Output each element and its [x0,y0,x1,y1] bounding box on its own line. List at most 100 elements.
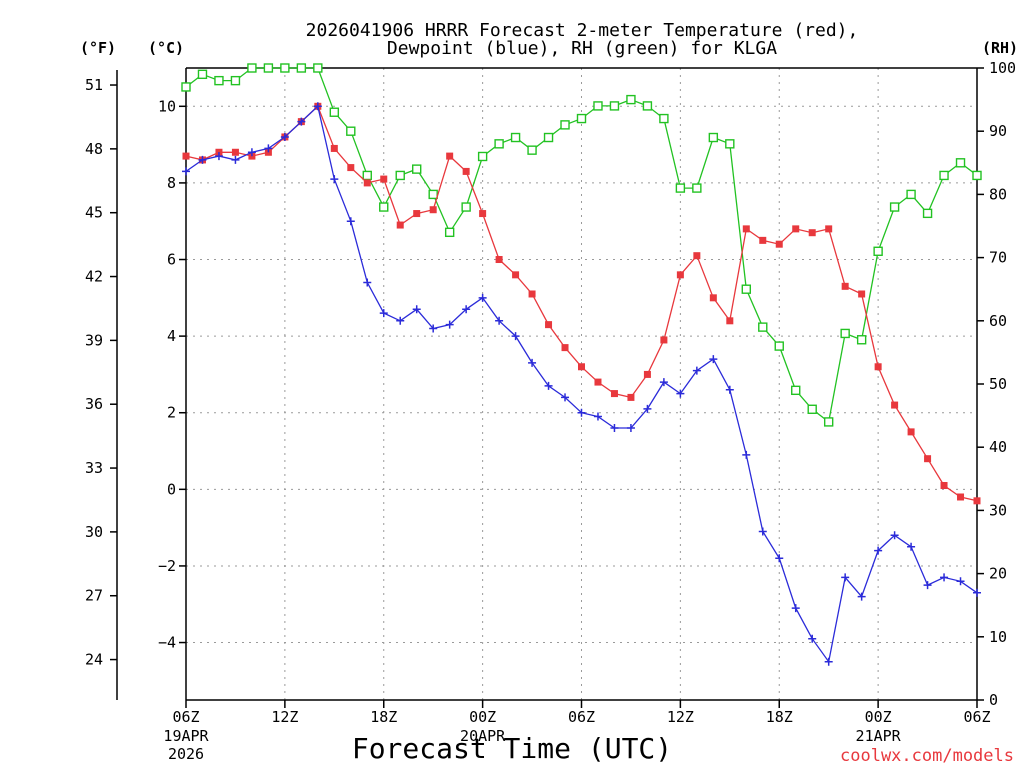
rh-point [412,164,422,174]
rh-tick-label: 20 [989,565,1007,583]
rh-point [692,183,702,193]
temperature-point [495,256,503,264]
rh-tick-label: 40 [989,438,1007,456]
rh-point [329,107,340,117]
temperature-point [792,225,800,233]
rh-point [346,126,356,136]
dewpoint-point [379,309,388,318]
dewpoint-point [676,389,685,398]
fahrenheit-tick-label: 36 [85,395,103,413]
temperature-line [185,105,978,502]
rh-point [972,170,982,181]
celsius-tick-label: 4 [167,327,176,345]
x-tick-label: 06Z [568,708,595,726]
x-year-label: 2026 [168,745,204,763]
temperature-point [808,229,816,237]
rh-point [840,328,850,339]
dewpoint-point [346,217,355,226]
temperature-point [446,152,454,160]
chart-title-line2: Dewpoint (blue), RH (green) for KLGA [387,38,777,59]
dewpoint-point [297,117,306,126]
rh-point [626,94,636,105]
x-tick-label: 00Z [865,708,892,726]
x-tick-label: 00Z [469,708,496,726]
temperature-point [660,336,668,344]
rh-tick-label: 100 [989,59,1016,77]
rh-tick-label: 70 [989,249,1007,267]
rh-point [642,101,653,111]
fahrenheit-tick-label: 45 [85,204,103,222]
temperature-point [643,370,651,378]
dewpoint-point [890,531,899,540]
rh-point [560,120,570,130]
temperature-point [858,290,866,298]
dewpoint-point [857,592,866,601]
rh-point [856,335,867,345]
dewpoint-point [313,102,322,111]
dewpoint-point [247,148,256,157]
rh-tick-label: 80 [989,185,1007,203]
rh-point [774,341,784,351]
dewpoint-point [231,155,240,164]
dewpoint-point [264,144,273,153]
celsius-tick-label: −2 [158,557,176,575]
x-tick-label: 12Z [667,708,694,726]
rh-point [247,63,257,73]
x-tick-label: 18Z [370,708,397,726]
rh-point [593,101,603,111]
dewpoint-point [396,316,405,325]
temperature-point [726,317,734,325]
x-date-label: 20APR [460,727,506,745]
dewpoint-point [478,293,487,302]
x-axis-label: Forecast Time (UTC) [352,732,672,765]
dewpoint-point [445,320,454,329]
temperature-point [610,390,618,398]
fahrenheit-tick-label: 39 [85,331,103,349]
temperature-point [347,164,355,172]
rh-point [955,158,966,168]
celsius-tick-label: 0 [167,480,176,498]
rh-point [741,284,751,294]
temperature-point [627,393,635,401]
dewpoint-point [643,404,652,413]
rh-point [494,139,504,149]
rh-point [280,63,290,73]
rh-point [543,132,554,143]
dewpoint-point [412,305,421,314]
chart-title-line1: 2026041906 HRRR Forecast 2-meter Tempera… [306,20,859,41]
rh-point [791,385,801,396]
dewpoint-point [973,588,981,597]
x-tick-label: 06Z [963,708,990,726]
dewpoint-point [593,412,602,421]
dewpoint-point [742,450,751,459]
temperature-point [413,210,421,218]
celsius-tick-label: 6 [167,251,176,269]
dewpoint-point [280,132,289,141]
temperature-point [676,271,684,279]
dewpoint-point [198,155,207,164]
dewpoint-point [841,573,850,582]
rh-point [675,183,686,193]
temperature-point [841,282,849,290]
dewpoint-point [182,167,190,176]
dewpoint-point [808,634,817,643]
rh-tick-label: 10 [989,628,1007,646]
rh-point [230,75,241,86]
data-series [181,63,982,666]
dewpoint-point [544,381,553,390]
celsius-unit-label: (°C) [148,39,184,57]
dewpoint-point [577,408,586,417]
fahrenheit-tick-label: 24 [85,651,103,669]
rh-point [313,63,323,73]
temperature-point [594,378,602,386]
dewpoint-point [758,527,767,536]
celsius-tick-label: −4 [158,634,176,652]
dewpoint-point [462,305,471,314]
rh-point [758,322,768,332]
temperature-point [907,428,915,436]
dewpoint-point [692,366,701,375]
dewpoint-point [725,385,734,394]
dewpoint-point [626,424,635,433]
rh-point [807,404,817,414]
